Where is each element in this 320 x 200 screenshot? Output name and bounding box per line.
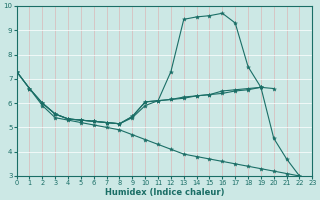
X-axis label: Humidex (Indice chaleur): Humidex (Indice chaleur) — [105, 188, 224, 197]
